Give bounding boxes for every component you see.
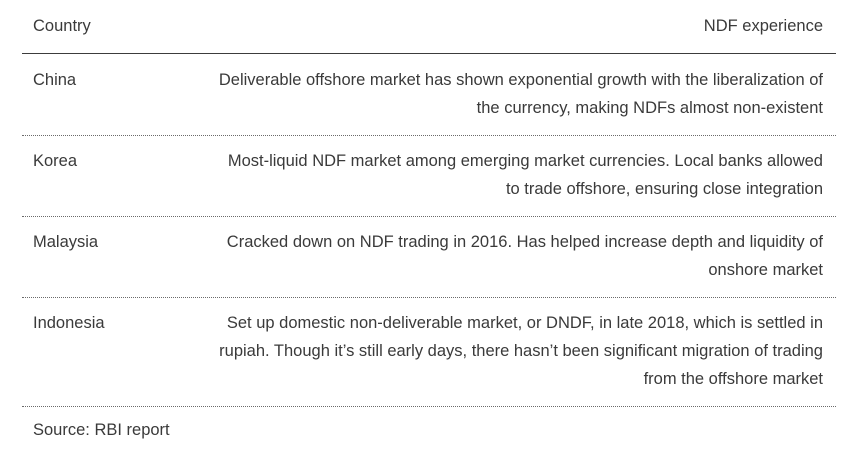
row-country: China — [33, 71, 77, 89]
row-experience: Most-liquid NDF market among emerging ma… — [133, 147, 823, 203]
row-experience-line: rupiah. Though it’s still early days, th… — [219, 342, 823, 360]
row-experience-line: to trade offshore, ensuring close integr… — [505, 180, 823, 198]
source-note: Source: RBI report — [33, 421, 170, 439]
row-country: Korea — [33, 152, 78, 170]
row-country: Malaysia — [33, 233, 99, 251]
row-experience-line: Most-liquid NDF market among emerging ma… — [227, 152, 823, 170]
ndf-table: Country NDF experience China Deliverable… — [22, 0, 836, 407]
row-divider — [22, 297, 836, 298]
table-row-malaysia: Malaysia Cracked down on NDF trading in … — [22, 216, 836, 298]
table-header: Country NDF experience — [22, 0, 836, 54]
header-country: Country — [33, 17, 91, 35]
header-ndf-experience: NDF experience — [703, 17, 823, 35]
row-experience: Cracked down on NDF trading in 2016. Has… — [133, 228, 823, 284]
row-divider — [22, 406, 836, 407]
row-experience-line: onshore market — [708, 261, 823, 279]
row-experience-line: Cracked down on NDF trading in 2016. Has… — [226, 233, 823, 251]
row-divider — [22, 135, 836, 136]
table-row-indonesia: Indonesia Set up domestic non-deliverabl… — [22, 297, 836, 407]
row-experience: Set up domestic non-deliverable market, … — [133, 309, 823, 393]
table-row-korea: Korea Most-liquid NDF market among emerg… — [22, 135, 836, 217]
table-row-china: China Deliverable offshore market has sh… — [22, 54, 836, 136]
row-experience-line: from the offshore market — [643, 370, 823, 388]
row-experience-line: the currency, making NDFs almost non-exi… — [476, 99, 823, 117]
row-experience-line: Set up domestic non-deliverable market, … — [226, 314, 823, 332]
row-country: Indonesia — [33, 314, 105, 332]
row-experience: Deliverable offshore market has shown ex… — [133, 66, 823, 122]
row-divider — [22, 216, 836, 217]
row-experience-line: Deliverable offshore market has shown ex… — [218, 71, 823, 89]
